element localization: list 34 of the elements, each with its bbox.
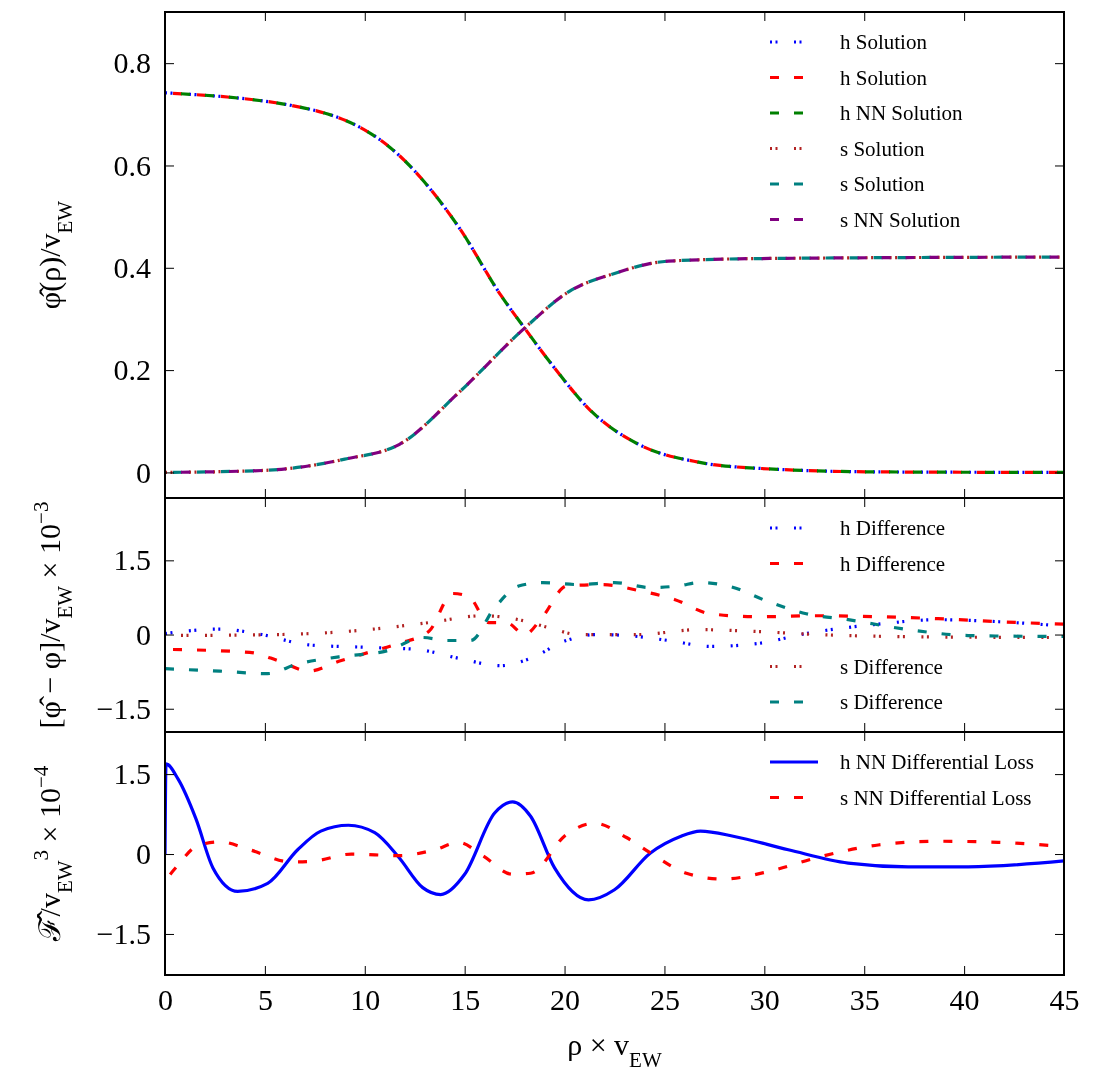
x-tick-label: 0 <box>158 983 173 1017</box>
y-tick-label: 0 <box>136 837 151 871</box>
x-axis-title: ρ × v$_{EW}$ <box>567 1028 662 1072</box>
x-tick-label: 20 <box>550 983 581 1017</box>
x-tick-label: 15 <box>450 983 481 1017</box>
y-tick-label: 0 <box>136 617 151 651</box>
y-tick-label: 0.2 <box>113 353 151 387</box>
legend-label: s Difference <box>840 690 943 714</box>
y-tick-label: −1.5 <box>96 691 151 725</box>
x-tick-label: 40 <box>949 983 980 1017</box>
x-tick-label: 35 <box>849 983 880 1017</box>
x-tick-label: 30 <box>749 983 780 1017</box>
y-tick-label: 1.5 <box>113 543 151 577</box>
legend-label: h Difference <box>840 551 946 576</box>
y-tick-label: 0 <box>136 455 151 489</box>
legend-label: h Solution <box>840 30 928 54</box>
y-tick-label: 0.6 <box>113 148 151 182</box>
y-tick-label: 0.4 <box>113 250 151 284</box>
x-tick-label: 25 <box>649 983 680 1017</box>
y-tick-label: −1.5 <box>96 917 151 951</box>
legend-label: s NN Differential Loss <box>840 785 1032 810</box>
x-tick-label: 10 <box>350 983 381 1017</box>
x-tick-label: 5 <box>257 983 273 1017</box>
legend-label: h NN Solution <box>840 101 964 125</box>
y-tick-label: 0.8 <box>113 46 151 80</box>
legend-label: s NN Solution <box>840 207 961 232</box>
legend-label: s Solution <box>840 172 926 196</box>
y-tick-label: 1.5 <box>113 757 151 791</box>
legend-label: s Solution <box>840 136 926 161</box>
legend-label: s Difference <box>840 654 943 679</box>
x-tick-label: 45 <box>1049 983 1080 1017</box>
legend-label: h Solution <box>840 65 928 90</box>
legend-label: h Difference <box>840 516 946 540</box>
legend-label: h NN Differential Loss <box>840 750 1034 774</box>
